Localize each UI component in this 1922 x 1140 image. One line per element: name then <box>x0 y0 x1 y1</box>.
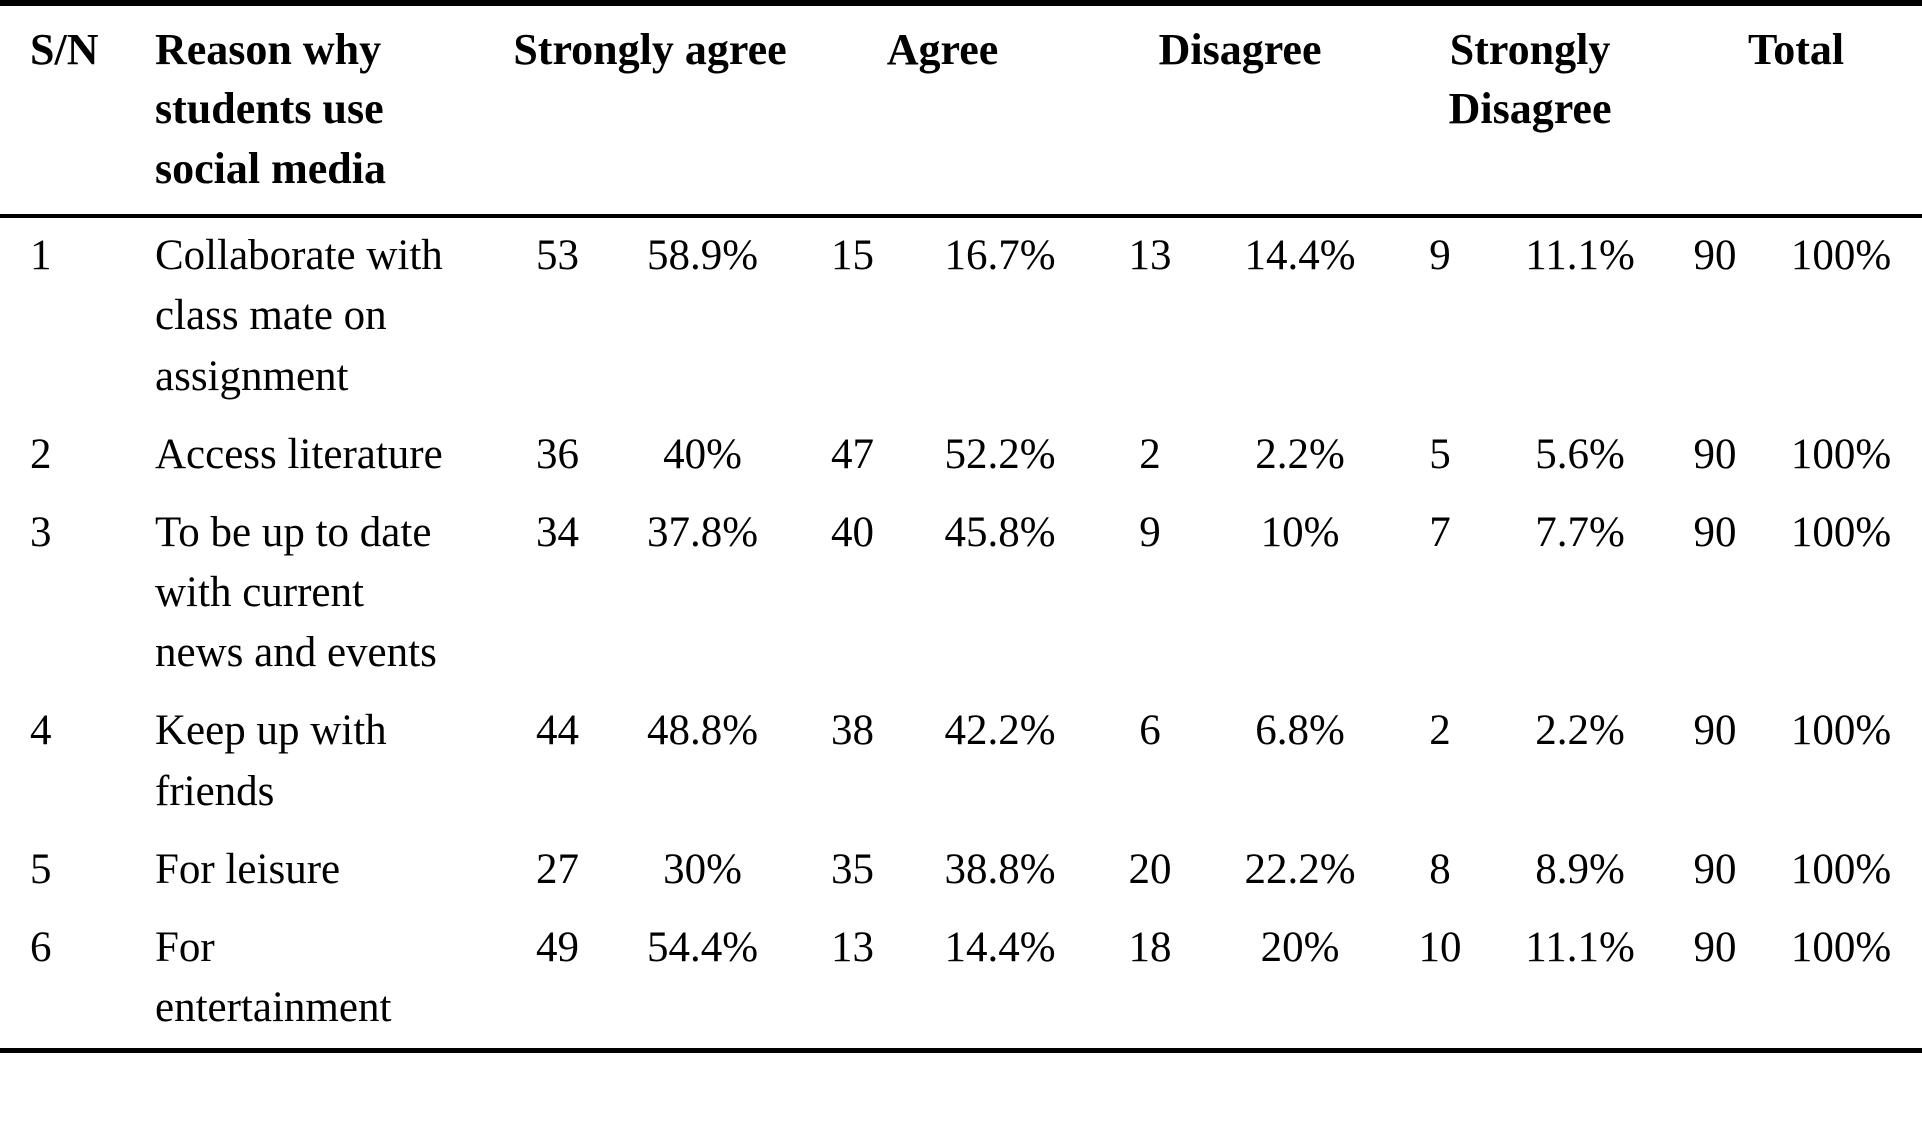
cell-disagree-pct: 2.2% <box>1255 430 1345 478</box>
cell-disagree-pct: 14.4% <box>1244 232 1356 280</box>
cell-agree-count: 13 <box>831 924 875 972</box>
cell-strongly-agree-pct: 37.8% <box>646 508 759 556</box>
cell-strongly-agree-count: 49 <box>536 924 579 972</box>
cell-strongly-agree-count: 34 <box>536 508 579 556</box>
cell-reason: Access literature <box>155 430 443 478</box>
col-header-strongly-disagree: Strongly Disagree <box>1390 3 1671 219</box>
cell-sn: 4 <box>30 707 52 755</box>
cell-total-pct: 100% <box>1790 924 1892 972</box>
cell-strongly-agree-count: 27 <box>536 845 579 893</box>
cell-agree-count: 15 <box>831 232 875 280</box>
cell-sn: 3 <box>30 508 52 556</box>
cell-strongly-disagree-count: 9 <box>1429 232 1451 280</box>
cell-total-pct: 100% <box>1790 430 1892 478</box>
cell-strongly-disagree-count: 8 <box>1429 845 1451 893</box>
table-body: 1 Collaborate with class mate on assignm… <box>0 216 1922 1051</box>
cell-sn: 2 <box>30 430 52 478</box>
col-header-strongly-agree: Strongly agree <box>505 3 796 219</box>
survey-results-table: S/N Reason why students use social media… <box>0 0 1922 1054</box>
col-header-sn: S/N <box>0 3 155 219</box>
cell-agree-pct: 52.2% <box>944 430 1056 478</box>
cell-strongly-disagree-pct: 8.9% <box>1535 845 1625 893</box>
cell-agree-count: 40 <box>831 508 875 556</box>
cell-sn: 5 <box>30 845 52 893</box>
cell-disagree-pct: 22.2% <box>1244 845 1356 893</box>
cell-strongly-disagree-pct: 2.2% <box>1535 707 1625 755</box>
cell-agree-pct: 45.8% <box>944 508 1056 556</box>
cell-agree-count: 38 <box>831 707 875 755</box>
cell-strongly-disagree-count: 5 <box>1429 430 1451 478</box>
cell-total-count: 90 <box>1693 232 1737 280</box>
cell-strongly-agree-count: 53 <box>536 232 579 280</box>
col-header-total: Total <box>1670 3 1922 219</box>
cell-strongly-agree-pct: 54.4% <box>646 924 759 972</box>
cell-disagree-pct: 20% <box>1260 924 1340 972</box>
cell-reason: Collaborate with class mate on assignmen… <box>155 232 443 400</box>
cell-strongly-disagree-pct: 7.7% <box>1535 508 1625 556</box>
cell-total-pct: 100% <box>1790 707 1892 755</box>
table-header: S/N Reason why students use social media… <box>0 3 1922 219</box>
cell-disagree-count: 18 <box>1128 924 1172 972</box>
cell-strongly-disagree-count: 2 <box>1429 707 1451 755</box>
cell-sn: 1 <box>30 232 52 280</box>
cell-sn: 6 <box>30 924 52 972</box>
table-row: 3 To be up to date with current news and… <box>0 495 1922 694</box>
table-row: 6 For entertainment 49 54.4% 13 14.4% 18… <box>0 910 1922 1051</box>
cell-strongly-agree-count: 36 <box>536 430 579 478</box>
cell-agree-pct: 42.2% <box>944 707 1056 755</box>
cell-reason: Keep up with friends <box>155 707 387 815</box>
cell-total-pct: 100% <box>1790 232 1892 280</box>
cell-disagree-pct: 6.8% <box>1255 707 1345 755</box>
cell-disagree-count: 6 <box>1139 707 1161 755</box>
cell-total-count: 90 <box>1693 508 1737 556</box>
table-row: 1 Collaborate with class mate on assignm… <box>0 216 1922 417</box>
table-row: 4 Keep up with friends 44 48.8% 38 42.2%… <box>0 693 1922 831</box>
cell-strongly-agree-count: 44 <box>536 707 579 755</box>
table-row: 5 For leisure 27 30% 35 38.8% 20 22.2% 8… <box>0 832 1922 910</box>
cell-strongly-disagree-pct: 11.1% <box>1525 232 1635 280</box>
cell-agree-count: 35 <box>831 845 875 893</box>
cell-total-pct: 100% <box>1790 508 1892 556</box>
cell-disagree-count: 20 <box>1128 845 1172 893</box>
cell-strongly-disagree-pct: 5.6% <box>1535 430 1625 478</box>
col-header-agree: Agree <box>795 3 1091 219</box>
cell-agree-count: 47 <box>831 430 875 478</box>
cell-strongly-disagree-count: 7 <box>1429 508 1451 556</box>
cell-strongly-disagree-pct: 11.1% <box>1525 924 1635 972</box>
cell-strongly-agree-pct: 30% <box>663 845 742 893</box>
cell-total-count: 90 <box>1693 430 1737 478</box>
cell-disagree-pct: 10% <box>1260 508 1340 556</box>
cell-total-count: 90 <box>1693 707 1737 755</box>
col-header-reason: Reason why students use social media <box>155 3 505 219</box>
cell-strongly-agree-pct: 48.8% <box>646 707 759 755</box>
cell-agree-pct: 38.8% <box>944 845 1056 893</box>
cell-strongly-disagree-count: 10 <box>1418 924 1462 972</box>
cell-agree-pct: 16.7% <box>944 232 1056 280</box>
cell-strongly-agree-pct: 40% <box>663 430 742 478</box>
col-header-disagree: Disagree <box>1090 3 1391 219</box>
cell-reason: For entertainment <box>155 924 392 1032</box>
cell-disagree-count: 2 <box>1139 430 1161 478</box>
cell-agree-pct: 14.4% <box>944 924 1056 972</box>
cell-total-pct: 100% <box>1790 845 1892 893</box>
table-row: 2 Access literature 36 40% 47 52.2% 2 2.… <box>0 417 1922 495</box>
header-row: S/N Reason why students use social media… <box>0 3 1922 219</box>
cell-total-count: 90 <box>1693 845 1737 893</box>
cell-reason: For leisure <box>155 845 341 893</box>
cell-reason: To be up to date with current news and e… <box>155 508 437 677</box>
cell-disagree-count: 13 <box>1128 232 1172 280</box>
cell-disagree-count: 9 <box>1139 508 1161 556</box>
cell-total-count: 90 <box>1693 924 1737 972</box>
cell-strongly-agree-pct: 58.9% <box>646 232 759 280</box>
